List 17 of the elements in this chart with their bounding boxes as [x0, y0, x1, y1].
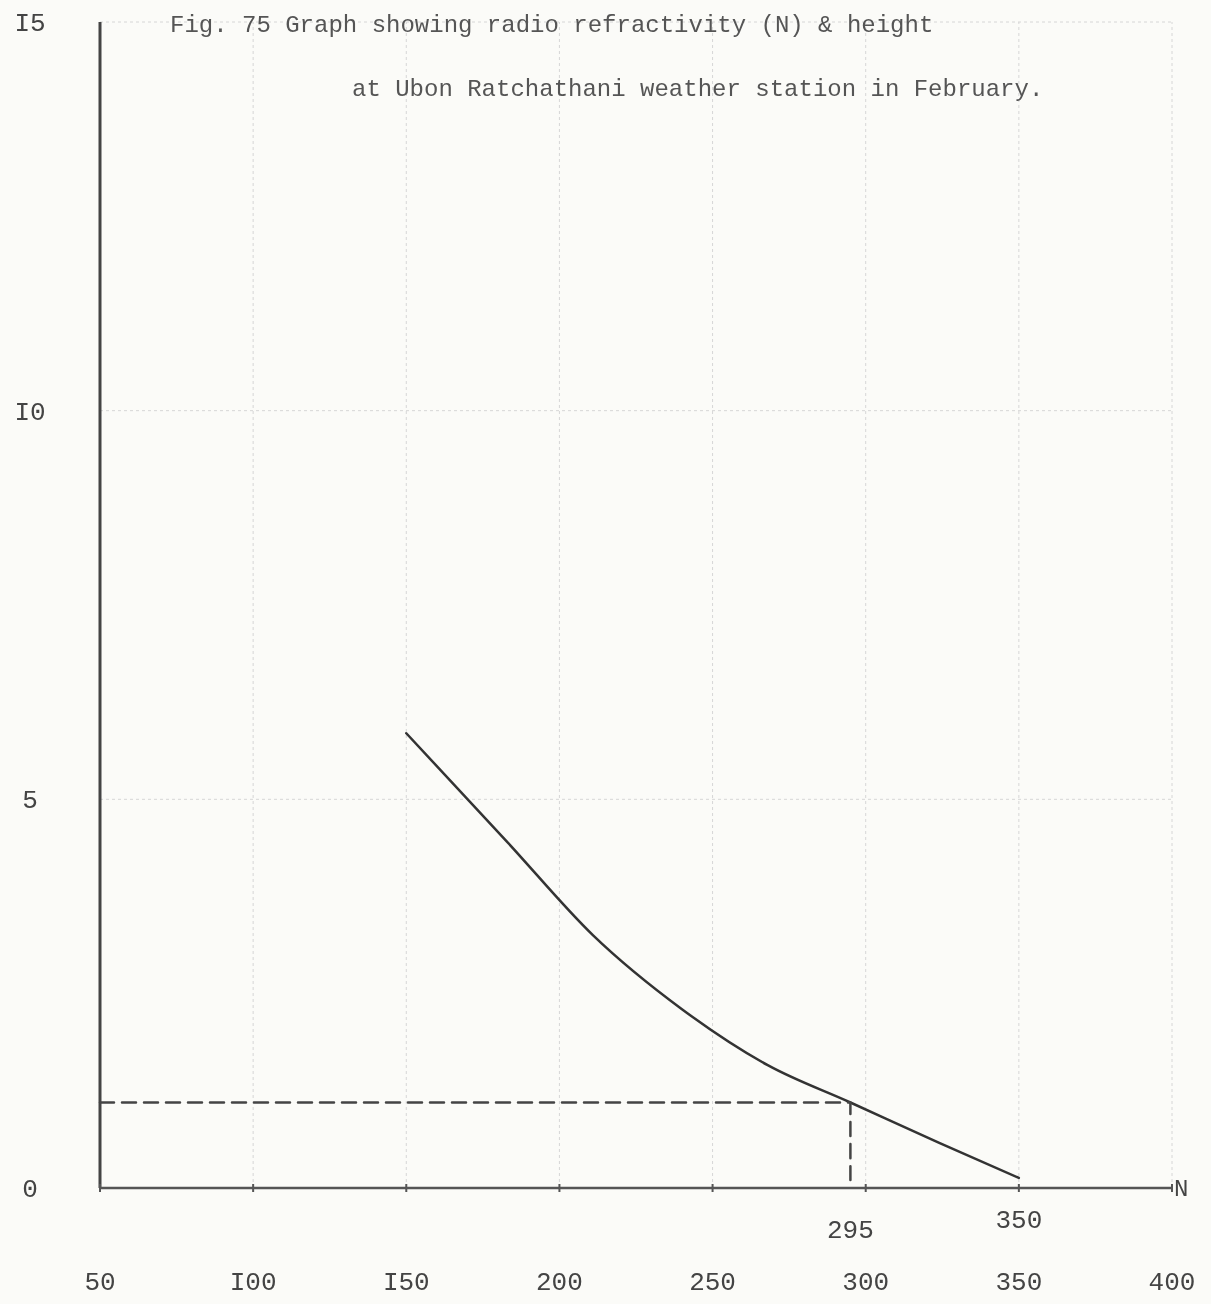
annotation: 350: [995, 1205, 1043, 1236]
y-tick-label: 0: [22, 1175, 38, 1206]
x-tick-label: 50: [84, 1268, 116, 1298]
y-tick-label: I0: [14, 397, 46, 428]
chart-title: Fig. 75 Graph showing radio refractivity (N) & height at Ubon Ratchathani weather station in February.: [170, 12, 1044, 103]
x-tick-label: I00: [229, 1268, 277, 1298]
x-tick-label: I50: [382, 1268, 430, 1298]
x-tick-label: 200: [536, 1268, 583, 1298]
x-tick-label: 250: [689, 1268, 736, 1298]
line-series: [405, 732, 1021, 1180]
x-tick-label: 300: [842, 1268, 890, 1298]
x-tick-label: 350: [995, 1268, 1043, 1298]
x-axis-title: N: [1174, 1176, 1189, 1204]
annotation: 295: [826, 1216, 874, 1246]
y-tick-label: 5: [22, 786, 38, 817]
x-tick-label: 400: [1148, 1268, 1196, 1298]
y-tick-label: I5: [14, 9, 46, 40]
